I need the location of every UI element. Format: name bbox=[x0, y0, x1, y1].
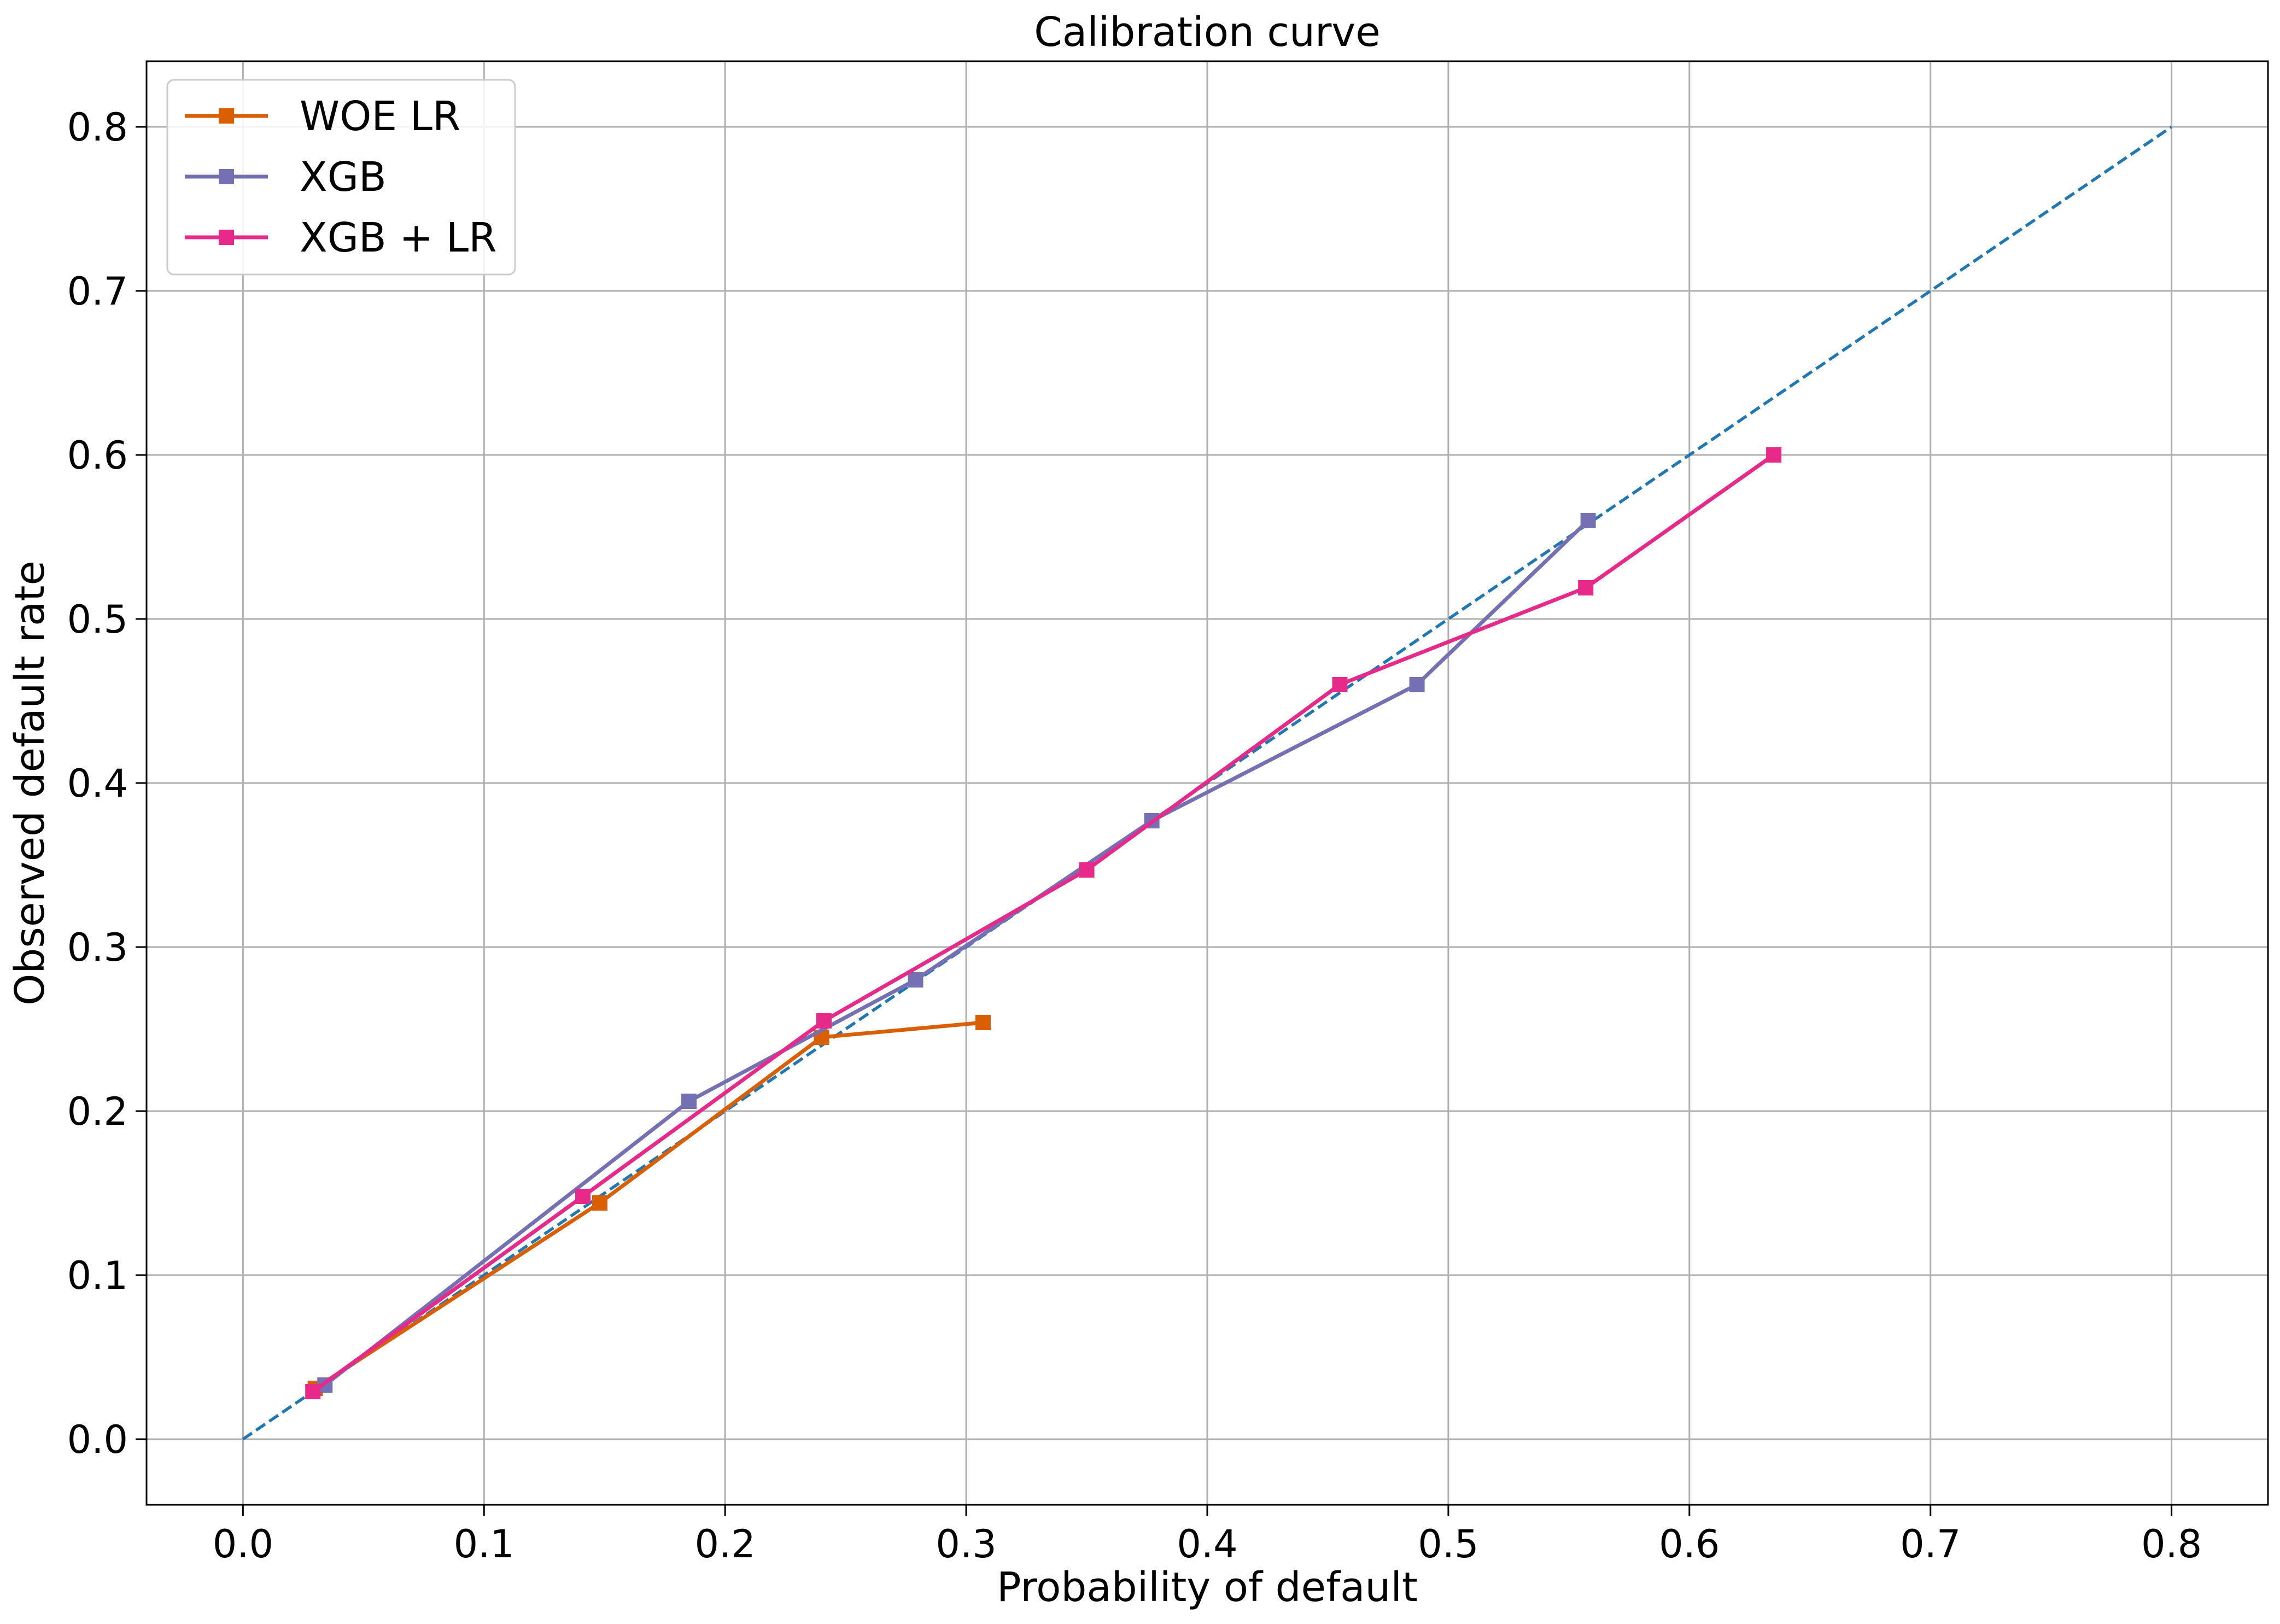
series-0 bbox=[307, 1015, 991, 1396]
data-point-marker bbox=[1580, 513, 1596, 528]
series-line bbox=[312, 453, 1775, 1393]
y-axis-title: Observed default rate bbox=[7, 560, 54, 1006]
legend-marker-swatch bbox=[219, 169, 234, 184]
data-point-marker bbox=[681, 1094, 697, 1109]
data-point-marker bbox=[305, 1384, 321, 1399]
legend-item: XGB bbox=[185, 154, 387, 201]
data-point-marker bbox=[1578, 580, 1594, 595]
x-tick-label: 0.8 bbox=[2141, 1522, 2202, 1567]
plot-frame bbox=[145, 60, 2269, 1506]
x-tick-label: 0.2 bbox=[695, 1522, 756, 1567]
x-tick-label: 0.7 bbox=[1900, 1522, 1961, 1567]
y-tick-label: 0.8 bbox=[67, 105, 128, 150]
legend-box bbox=[166, 79, 516, 276]
chart-title: Calibration curve bbox=[1034, 9, 1380, 56]
legend-item: XGB + LR bbox=[185, 214, 497, 261]
x-tick-label: 0.1 bbox=[454, 1522, 515, 1567]
x-tick-label: 0.5 bbox=[1418, 1522, 1478, 1567]
y-tick-label: 0.1 bbox=[67, 1253, 128, 1298]
y-tick-label: 0.7 bbox=[67, 269, 128, 314]
data-point-marker bbox=[1079, 862, 1095, 878]
axis-ticks: 0.0 0.1 0.2 0.3 0.4 0.5 0.6 0.7 0.8 0.0 0.1 0.2 0.3 0… bbox=[67, 105, 2202, 1567]
y-tick-label: 0.5 bbox=[67, 597, 128, 642]
legend-label: XGB + LR bbox=[300, 214, 497, 261]
data-point-marker bbox=[975, 1015, 991, 1030]
y-tick-label: 0.3 bbox=[67, 925, 128, 970]
series-lines bbox=[305, 447, 1782, 1399]
x-axis-title: Probability of default bbox=[997, 1564, 1418, 1611]
legend-item: WOE LR bbox=[185, 93, 460, 140]
data-point-marker bbox=[816, 1013, 832, 1029]
legend-marker-swatch bbox=[219, 230, 234, 245]
x-tick-label: 0.6 bbox=[1659, 1522, 1720, 1567]
y-tick-label: 0.0 bbox=[67, 1417, 128, 1462]
data-point-marker bbox=[908, 972, 923, 988]
y-tick-label: 0.6 bbox=[67, 433, 128, 478]
data-point-marker bbox=[1409, 677, 1425, 692]
data-point-marker bbox=[575, 1189, 591, 1204]
legend-marker-swatch bbox=[219, 108, 234, 124]
x-tick-label: 0.4 bbox=[1177, 1522, 1237, 1567]
series-2 bbox=[305, 447, 1782, 1399]
y-tick-label: 0.2 bbox=[67, 1089, 128, 1134]
series-line bbox=[314, 1020, 984, 1390]
data-point-marker bbox=[1766, 447, 1782, 463]
data-point-marker bbox=[1332, 677, 1348, 692]
legend: WOE LR XGB XGB + LR bbox=[166, 79, 516, 276]
legend-label: WOE LR bbox=[300, 93, 460, 140]
legend-label: XGB bbox=[300, 154, 387, 201]
x-tick-label: 0.0 bbox=[213, 1522, 273, 1567]
data-point-marker bbox=[592, 1195, 607, 1211]
x-tick-label: 0.3 bbox=[936, 1522, 996, 1567]
y-tick-label: 0.4 bbox=[67, 761, 128, 806]
